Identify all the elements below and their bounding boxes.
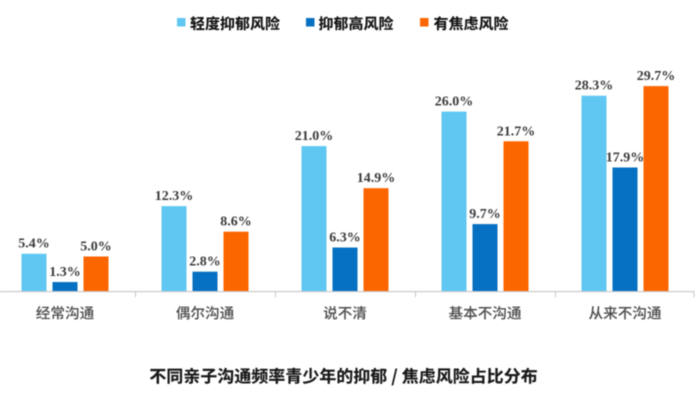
svg-text:6.3%: 6.3% xyxy=(329,231,361,246)
svg-text:17.9%: 17.9% xyxy=(606,150,645,165)
svg-text:9.7%: 9.7% xyxy=(469,207,501,222)
svg-text:8.6%: 8.6% xyxy=(220,215,252,230)
svg-text:5.0%: 5.0% xyxy=(80,240,112,255)
svg-text:5.4%: 5.4% xyxy=(18,237,50,252)
svg-text:14.9%: 14.9% xyxy=(357,171,396,186)
svg-text:12.3%: 12.3% xyxy=(155,189,194,204)
svg-text:28.3%: 28.3% xyxy=(575,79,614,94)
svg-text:29.7%: 29.7% xyxy=(637,69,676,84)
svg-text:2.8%: 2.8% xyxy=(189,255,221,270)
svg-text:1.3%: 1.3% xyxy=(49,265,81,280)
svg-text:21.0%: 21.0% xyxy=(295,129,334,144)
svg-text:26.0%: 26.0% xyxy=(435,95,474,110)
svg-text:21.7%: 21.7% xyxy=(497,124,536,139)
